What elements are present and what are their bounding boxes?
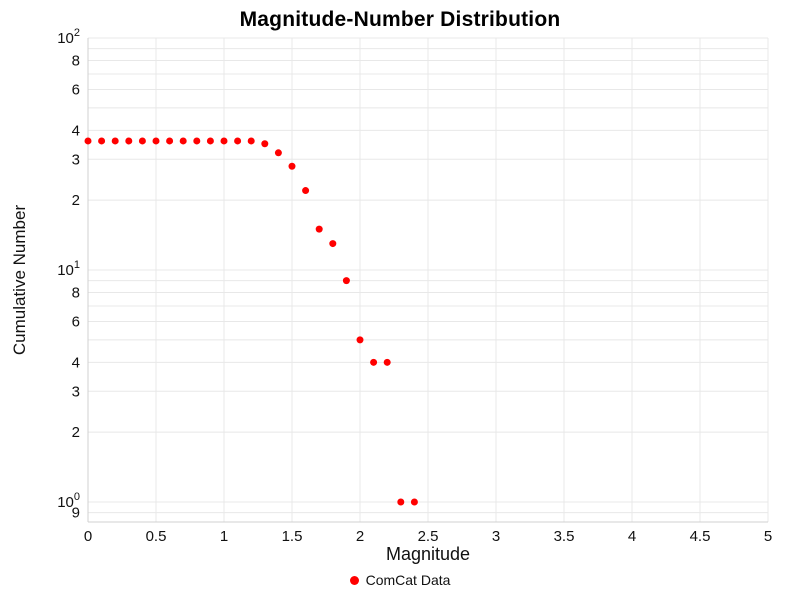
data-point <box>220 137 228 145</box>
data-point <box>84 137 92 145</box>
data-point <box>125 137 133 145</box>
y-tick-label: 3 <box>72 151 80 168</box>
legend-label: ComCat Data <box>365 572 451 588</box>
data-point <box>342 277 350 285</box>
x-tick-label: 4.5 <box>690 528 711 545</box>
x-tick-label: 3 <box>492 528 500 545</box>
x-tick-label: 2.5 <box>418 528 439 545</box>
y-tick-label: 8 <box>72 52 80 69</box>
data-point <box>247 137 255 145</box>
y-tick-label: 102 <box>57 27 80 47</box>
x-tick-label: 5 <box>764 528 772 545</box>
y-tick-label: 6 <box>72 313 80 330</box>
y-tick-label: 3 <box>72 383 80 400</box>
y-tick-label: 4 <box>72 354 80 371</box>
x-tick-label: 2 <box>356 528 364 545</box>
data-point <box>206 137 214 145</box>
x-tick-label: 4 <box>628 528 636 545</box>
data-point <box>356 336 364 344</box>
x-tick-label: 0.5 <box>146 528 167 545</box>
data-point <box>179 137 187 145</box>
y-tick-label: 4 <box>72 122 80 139</box>
legend-marker-icon <box>349 575 359 585</box>
data-point <box>111 137 119 145</box>
y-tick-label: 100 <box>57 491 80 511</box>
data-point <box>410 498 418 506</box>
y-tick-label: 2 <box>72 192 80 209</box>
data-point <box>274 149 282 157</box>
y-tick-label: 9 <box>72 505 80 522</box>
chart-title: Magnitude-Number Distribution <box>239 8 561 31</box>
data-point <box>329 240 337 248</box>
x-tick-label: 1 <box>220 528 228 545</box>
x-tick-label: 1.5 <box>282 528 303 545</box>
data-point <box>288 162 296 170</box>
data-point <box>152 137 160 145</box>
y-tick-label: 2 <box>72 424 80 441</box>
data-point <box>370 358 378 366</box>
data-point <box>302 187 310 195</box>
x-axis-title: Magnitude <box>385 544 471 564</box>
data-point <box>98 137 106 145</box>
data-point <box>138 137 146 145</box>
data-point <box>383 358 391 366</box>
data-point <box>315 225 323 233</box>
data-point <box>234 137 242 145</box>
data-point <box>193 137 201 145</box>
legend-item-comcat-data[interactable]: ComCat Data <box>0 572 800 588</box>
data-point <box>166 137 174 145</box>
data-point <box>397 498 405 506</box>
data-point <box>261 140 269 148</box>
y-axis-title: Cumulative Number <box>10 204 29 356</box>
y-tick-label: 8 <box>72 284 80 301</box>
y-tick-label: 6 <box>72 81 80 98</box>
y-tick-label: 101 <box>57 259 80 279</box>
x-tick-label: 3.5 <box>554 528 575 545</box>
x-tick-label: 0 <box>84 528 92 545</box>
